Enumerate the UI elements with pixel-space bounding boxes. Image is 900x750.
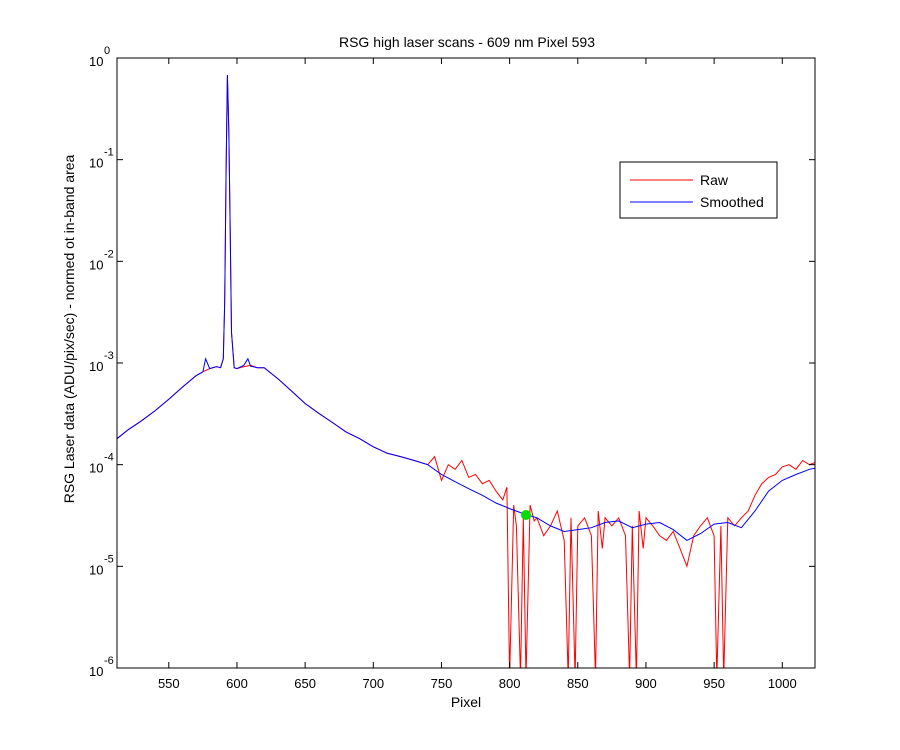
series-line-smoothed [117,74,815,541]
y-tick-label: 10 [89,359,103,374]
y-tick-exponent: -3 [104,350,114,362]
x-tick-label: 900 [635,676,657,691]
chart-title: RSG high laser scans - 609 nm Pixel 593 [339,34,595,50]
legend: Raw Smoothed [619,161,778,219]
legend-label-smoothed: Smoothed [700,194,764,210]
x-axis-label: Pixel [451,694,481,710]
axis-ticks: 550 600 650 700 750 800 850 900 950 100010-610-51… [89,45,815,691]
x-tick-label: 950 [703,676,725,691]
legend-box [619,161,778,219]
x-tick-label: 800 [499,676,521,691]
highlight-marker [520,509,531,520]
y-tick-exponent: -5 [104,553,114,565]
x-tick-label: 600 [226,676,248,691]
y-axis-label: RSG Laser data (ADU/pix/sec) - normed ot… [61,154,77,503]
legend-label-raw: Raw [700,172,729,188]
y-tick-label: 10 [89,257,103,272]
x-tick-label: 700 [362,676,384,691]
y-tick-label: 10 [89,54,103,69]
x-tick-label: 850 [567,676,589,691]
y-tick-exponent: -6 [104,655,114,667]
x-tick-label: 750 [431,676,453,691]
x-tick-label: 1000 [768,676,797,691]
y-tick-label: 10 [89,664,103,679]
x-tick-label: 650 [294,676,316,691]
x-tick-label: 550 [158,676,180,691]
y-tick-label: 10 [89,156,103,171]
y-tick-label: 10 [89,461,103,476]
y-tick-exponent: -4 [104,452,114,464]
y-tick-exponent: -2 [104,248,114,260]
y-tick-label: 10 [89,562,103,577]
y-tick-exponent: -1 [104,147,114,159]
series-layer [117,74,815,668]
y-tick-exponent: 0 [104,45,110,57]
